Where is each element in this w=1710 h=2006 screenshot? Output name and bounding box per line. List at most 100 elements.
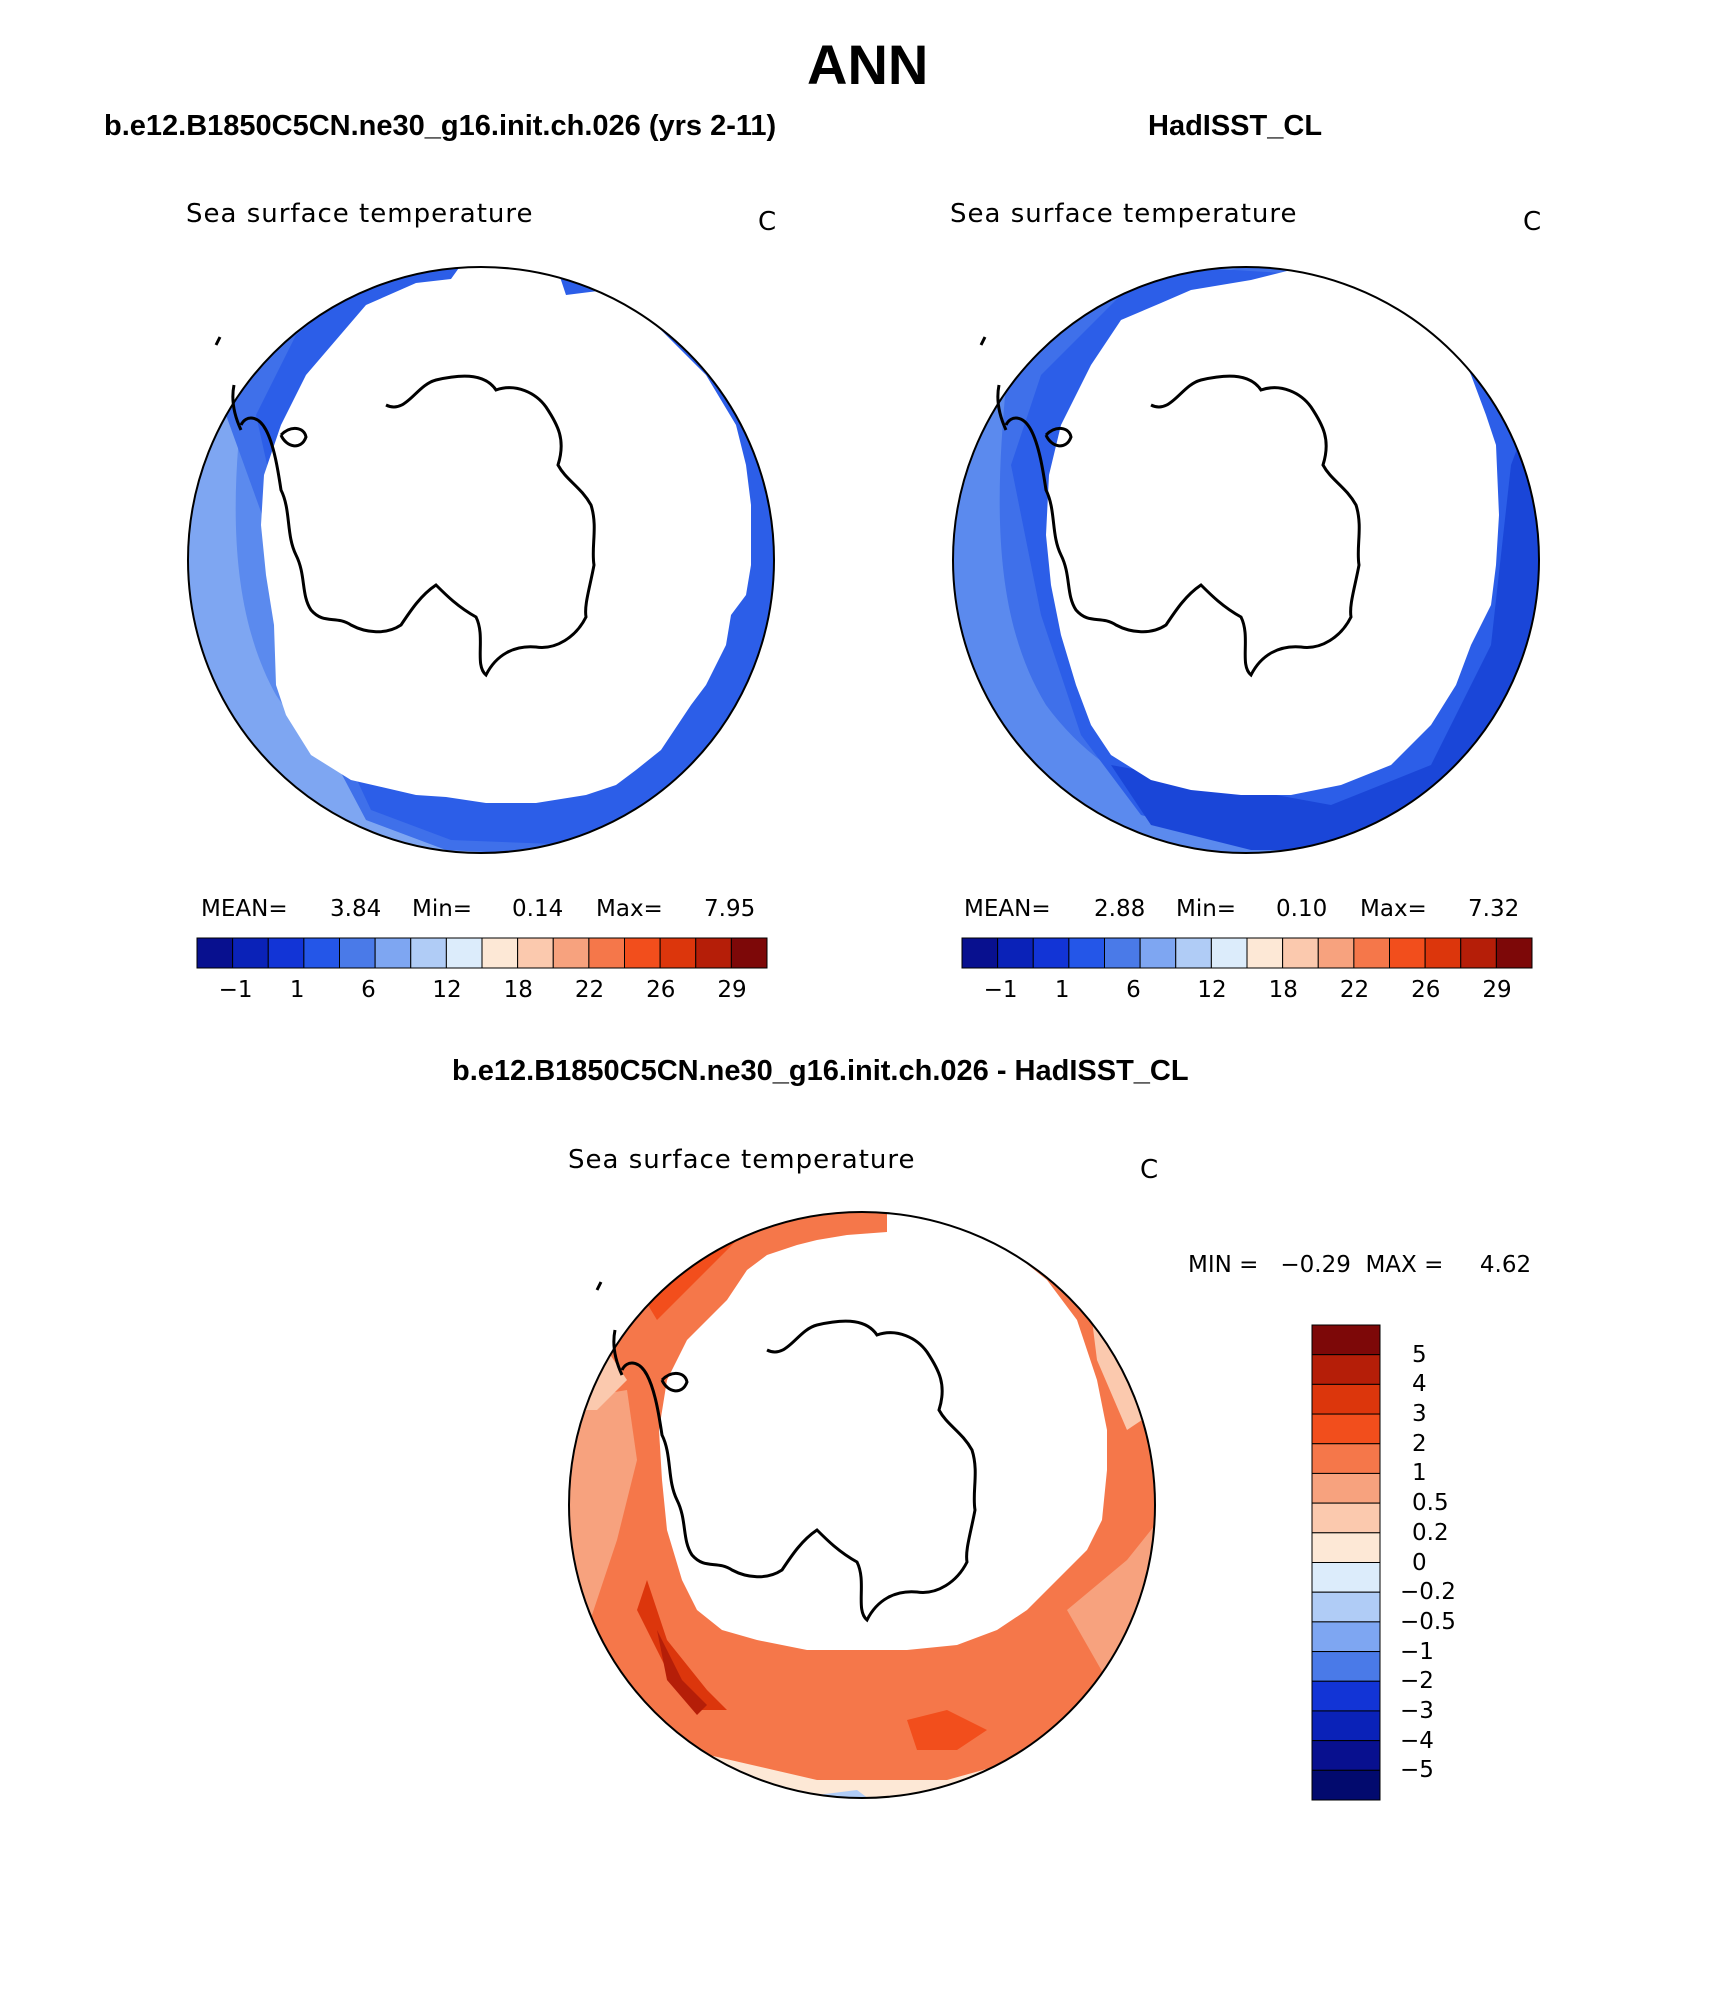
colorbar-tick-label: 29 xyxy=(717,977,747,1003)
panel1-units-label: C xyxy=(758,207,778,237)
colorbar-swatch xyxy=(339,937,376,969)
colorbar-swatch xyxy=(481,937,519,969)
panel2-sst-fill xyxy=(953,267,1539,853)
diff-map-boundary xyxy=(568,1211,1156,1799)
panel1-mean-label: MEAN= xyxy=(201,896,288,922)
colorbar-swatch xyxy=(1311,1532,1381,1563)
colorbar-tick-label: 4 xyxy=(1412,1371,1427,1398)
diff-units-label: C xyxy=(1140,1155,1160,1185)
colorbar-tick-label: 3 xyxy=(1412,1401,1427,1428)
colorbar-swatch xyxy=(1311,1324,1381,1356)
panel1-min-value: 0.14 xyxy=(512,896,564,922)
panel2-max-value: 7.32 xyxy=(1468,896,1520,922)
colorbar-swatch xyxy=(1311,1740,1381,1771)
panel2-variable-label: Sea surface temperature xyxy=(950,199,1298,229)
colorbar-tick-label: 18 xyxy=(1268,977,1298,1003)
left-panel-title: b.e12.B1850C5CN.ne30_g16.init.ch.026 (yr… xyxy=(104,110,777,142)
panel2-map-boundary xyxy=(952,266,1540,854)
colorbar-swatch xyxy=(1311,1472,1381,1504)
colorbar-tick-label: 0 xyxy=(1412,1549,1427,1576)
colorbar-swatch xyxy=(1104,937,1141,969)
colorbar-swatch xyxy=(1311,1591,1381,1623)
panel1-map xyxy=(187,266,775,854)
colorbar-tick-label: 29 xyxy=(1482,977,1512,1003)
colorbar-swatch xyxy=(1246,937,1284,969)
colorbar-swatch xyxy=(1311,1443,1381,1474)
colorbar-swatch xyxy=(695,937,732,969)
panel2-units-label: C xyxy=(1523,207,1543,237)
panel2-min-label: Min= xyxy=(1176,896,1237,922)
colorbar-tick-label: 22 xyxy=(574,977,605,1003)
colorbar-tick-label: −5 xyxy=(1400,1757,1434,1784)
panel1-min-label: Min= xyxy=(412,896,473,922)
colorbar-swatch xyxy=(1311,1680,1381,1712)
colorbar-swatch xyxy=(1311,1621,1381,1653)
colorbar-swatch xyxy=(1311,1354,1381,1385)
diff-map xyxy=(568,1211,1156,1799)
colorbar-swatch xyxy=(1311,1651,1381,1682)
panel1-colorbar xyxy=(196,937,768,969)
panel1-max-value: 7.95 xyxy=(704,896,756,922)
diff-colorbar-labels: 5 4 3 2 1 0.5 0.2 0 −0.2 −0.5 −1 −2 −3 −4 −5 xyxy=(1400,1325,1520,1800)
diff-sst-fill xyxy=(569,1212,1155,1798)
diff-minmax-label: MIN = −0.29 MAX = 4.62 xyxy=(1188,1252,1532,1278)
diff-colorbar xyxy=(1311,1324,1381,1801)
panel1-sst-fill xyxy=(188,267,774,853)
colorbar-tick-label: 5 xyxy=(1412,1341,1427,1368)
colorbar-tick-label: 6 xyxy=(361,977,376,1003)
panel1-antarctica-coastline xyxy=(214,336,596,678)
colorbar-tick-label: −1 xyxy=(983,977,1018,1003)
colorbar-swatch xyxy=(1311,1383,1381,1415)
colorbar-swatch xyxy=(1389,937,1426,969)
colorbar-tick-label: 1 xyxy=(1054,977,1070,1003)
colorbar-tick-label: 26 xyxy=(646,977,676,1003)
colorbar-tick-label: 6 xyxy=(1126,977,1141,1003)
colorbar-tick-label: −1 xyxy=(1400,1638,1434,1665)
colorbar-tick-label: −2 xyxy=(1400,1668,1434,1695)
colorbar-swatch xyxy=(1424,937,1462,969)
colorbar-swatch xyxy=(730,937,768,969)
colorbar-tick-label: −3 xyxy=(1400,1697,1434,1724)
panel1-mean-value: 3.84 xyxy=(330,896,382,922)
colorbar-swatch xyxy=(1311,1710,1381,1742)
panel2-colorbar xyxy=(961,937,1533,969)
colorbar-swatch xyxy=(1311,1413,1381,1445)
colorbar-swatch xyxy=(1175,937,1212,969)
colorbar-swatch xyxy=(1032,937,1070,969)
panel2-mean-label: MEAN= xyxy=(964,896,1051,922)
colorbar-swatch xyxy=(232,937,269,969)
colorbar-swatch xyxy=(1068,937,1105,969)
colorbar-swatch xyxy=(961,937,999,969)
colorbar-tick-label: 0.2 xyxy=(1412,1519,1449,1546)
panel2-colorbar-labels: −1 1 6 12 18 22 26 29 xyxy=(962,977,1532,1007)
colorbar-swatch xyxy=(1139,937,1177,969)
diff-panel-title: b.e12.B1850C5CN.ne30_g16.init.ch.026 - H… xyxy=(452,1055,1189,1087)
panel2-min-value: 0.10 xyxy=(1276,896,1328,922)
colorbar-swatch xyxy=(659,937,697,969)
colorbar-swatch xyxy=(1311,1562,1381,1593)
colorbar-swatch xyxy=(1311,1502,1381,1534)
colorbar-swatch xyxy=(552,937,590,969)
panel2-antarctica-coastline xyxy=(979,336,1361,678)
panel2-mean-value: 2.88 xyxy=(1094,896,1146,922)
colorbar-swatch xyxy=(1317,937,1355,969)
colorbar-tick-label: 1 xyxy=(289,977,305,1003)
panel1-colorbar-labels: −1 1 6 12 18 22 26 29 xyxy=(197,977,767,1007)
colorbar-swatch xyxy=(1495,937,1533,969)
colorbar-swatch xyxy=(445,937,483,969)
colorbar-swatch xyxy=(410,937,447,969)
colorbar-tick-label: 26 xyxy=(1411,977,1441,1003)
colorbar-tick-label: −1 xyxy=(218,977,253,1003)
diff-variable-label: Sea surface temperature xyxy=(568,1145,916,1175)
colorbar-tick-label: 18 xyxy=(503,977,533,1003)
panel2-map xyxy=(952,266,1540,854)
colorbar-swatch xyxy=(1353,937,1390,969)
panel1-variable-label: Sea surface temperature xyxy=(186,199,534,229)
colorbar-swatch xyxy=(588,937,625,969)
diff-antarctica-coastline xyxy=(595,1281,977,1623)
colorbar-tick-label: 22 xyxy=(1339,977,1370,1003)
colorbar-tick-label: −0.2 xyxy=(1400,1579,1456,1606)
colorbar-tick-label: 0.5 xyxy=(1412,1490,1449,1517)
panel1-max-label: Max= xyxy=(596,896,663,922)
panel1-map-boundary xyxy=(187,266,775,854)
